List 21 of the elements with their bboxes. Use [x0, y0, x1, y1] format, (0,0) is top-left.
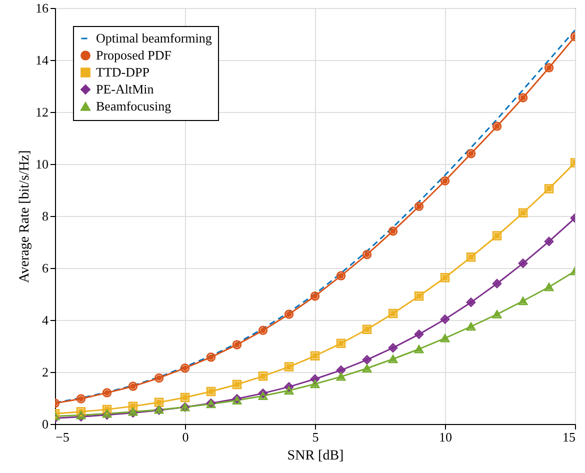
x-tick-label: 15: [562, 430, 576, 444]
x-tick-label: 5: [312, 430, 319, 444]
legend-label: Beamfocusing: [96, 98, 172, 114]
y-tick-label: 16: [36, 0, 49, 16]
y-tick-label: 8: [42, 208, 48, 224]
y-tick-label: 10: [36, 156, 48, 172]
y-tick-label: 2: [42, 364, 48, 380]
y-tick-label: 14: [36, 52, 49, 68]
legend-label: Optimal beamforming: [96, 30, 212, 46]
y-tick-label: 0: [42, 416, 48, 432]
x-axis-title: SNR [dB]: [287, 448, 344, 464]
x-tick-label: −5: [56, 430, 70, 444]
x-tick-label: 10: [439, 430, 452, 444]
y-tick-label: 6: [42, 260, 49, 276]
legend-label: TTD-DPP: [96, 64, 150, 80]
x-tick-label: 0: [182, 430, 189, 444]
y-tick-label: 12: [36, 104, 48, 120]
y-axis-title: Average Rate [bit/s/Hz]: [18, 150, 32, 283]
y-tick-label: 4: [42, 312, 49, 328]
legend-label: Proposed PDF: [96, 48, 172, 62]
legend-label: PE-AltMin: [96, 82, 154, 96]
